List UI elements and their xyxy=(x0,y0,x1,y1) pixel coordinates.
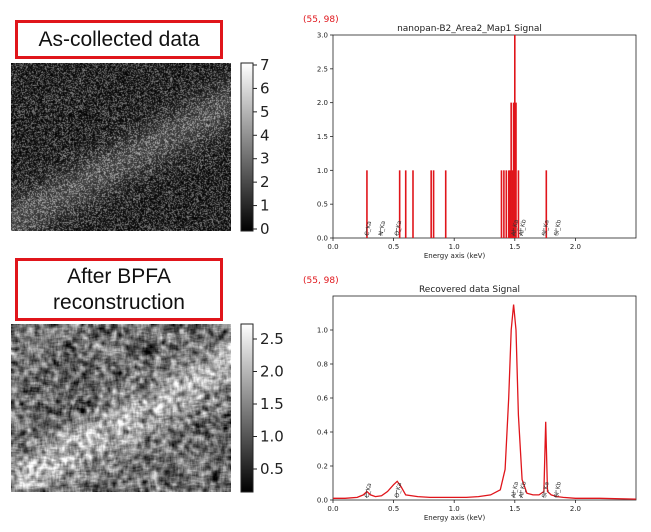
as-collected-map xyxy=(11,63,231,231)
reconstructed-map xyxy=(11,324,231,492)
y-tick-label: 1.5 xyxy=(317,133,328,141)
y-tick-label: 0.8 xyxy=(317,361,328,369)
colorbar-tick-label: 4 xyxy=(260,126,270,144)
signal-line xyxy=(333,304,637,500)
y-tick-label: 0.0 xyxy=(317,235,328,243)
coordinate-readout: (55, 98) xyxy=(303,276,339,286)
bpfa-label-line1: After BPFA xyxy=(67,264,171,288)
x-tick-label: 1.0 xyxy=(449,505,460,513)
y-tick-label: 3.0 xyxy=(317,32,328,40)
x-tick-label: 0.5 xyxy=(388,505,399,513)
peak-label: C_Ka xyxy=(364,220,374,236)
peak-label: N_Ka xyxy=(378,220,388,236)
peak-label: O_Ka xyxy=(394,482,404,499)
x-axis-label: Energy axis (keV) xyxy=(424,252,486,260)
chart-title: Recovered data Signal xyxy=(419,285,520,295)
bpfa-label-line2: reconstruction xyxy=(53,290,185,314)
peak-label: Si_Ka xyxy=(541,219,551,236)
y-tick-label: 0.0 xyxy=(317,497,328,505)
peak-label: Al_Kb xyxy=(518,219,528,237)
y-tick-label: 0.5 xyxy=(317,201,328,209)
peak-label: C_Ka xyxy=(364,482,374,498)
peak-label: Si_Kb xyxy=(553,219,563,236)
peak-label: O_Ka xyxy=(394,220,404,237)
colorbar-tick-label: 6 xyxy=(260,79,270,97)
colorbar-tick-label: 2.0 xyxy=(260,363,284,381)
chart-title: nanopan-B2_Area2_Map1 Signal xyxy=(397,24,542,34)
peak-label: Al_Ka xyxy=(510,481,520,499)
as-collected-label: As-collected data xyxy=(15,20,223,59)
peak-label: Al_Kb xyxy=(518,481,528,499)
x-tick-label: 0.5 xyxy=(388,243,399,251)
colorbar-tick-label: 0.5 xyxy=(260,460,284,478)
coordinate-readout: (55, 98) xyxy=(303,15,339,25)
y-tick-label: 0.2 xyxy=(317,463,328,471)
colorbar-tick-label: 2.5 xyxy=(260,330,284,348)
x-tick-label: 2.0 xyxy=(570,243,581,251)
peak-label: Al_Ka xyxy=(510,219,520,237)
colorbar-tick-label: 7 xyxy=(260,56,270,74)
y-tick-label: 0.6 xyxy=(317,395,329,403)
x-tick-label: 1.0 xyxy=(449,243,460,251)
y-tick-label: 1.0 xyxy=(317,327,328,335)
y-tick-label: 2.0 xyxy=(317,99,328,107)
colorbar-tick-label: 0 xyxy=(260,220,270,238)
colorbar-tick-label: 1 xyxy=(260,197,270,215)
colorbar-tick-label: 2 xyxy=(260,173,270,191)
colorbar-tick-label: 1.5 xyxy=(260,395,284,413)
y-tick-label: 0.4 xyxy=(317,429,329,437)
x-tick-label: 0.0 xyxy=(327,505,338,513)
plot-frame xyxy=(332,295,637,501)
bpfa-reconstruction-label: After BPFA reconstruction xyxy=(15,258,223,321)
colorbar-tick-label: 1.0 xyxy=(260,428,284,446)
y-tick-label: 1.0 xyxy=(317,167,328,175)
x-tick-label: 2.0 xyxy=(570,505,581,513)
colorbar-tick-label: 5 xyxy=(260,103,270,121)
x-tick-label: 1.5 xyxy=(509,505,520,513)
colorbar-gradient xyxy=(240,323,254,493)
x-tick-label: 1.5 xyxy=(509,243,520,251)
x-axis-label: Energy axis (keV) xyxy=(424,514,486,522)
colorbar-tick-label: 3 xyxy=(260,150,270,168)
y-tick-label: 2.5 xyxy=(317,65,328,73)
as-collected-label-text: As-collected data xyxy=(38,27,200,51)
peak-label: Si_Ka xyxy=(541,481,551,498)
colorbar-gradient xyxy=(240,62,254,232)
x-tick-label: 0.0 xyxy=(327,243,338,251)
peak-label: Si_Kb xyxy=(553,481,563,498)
